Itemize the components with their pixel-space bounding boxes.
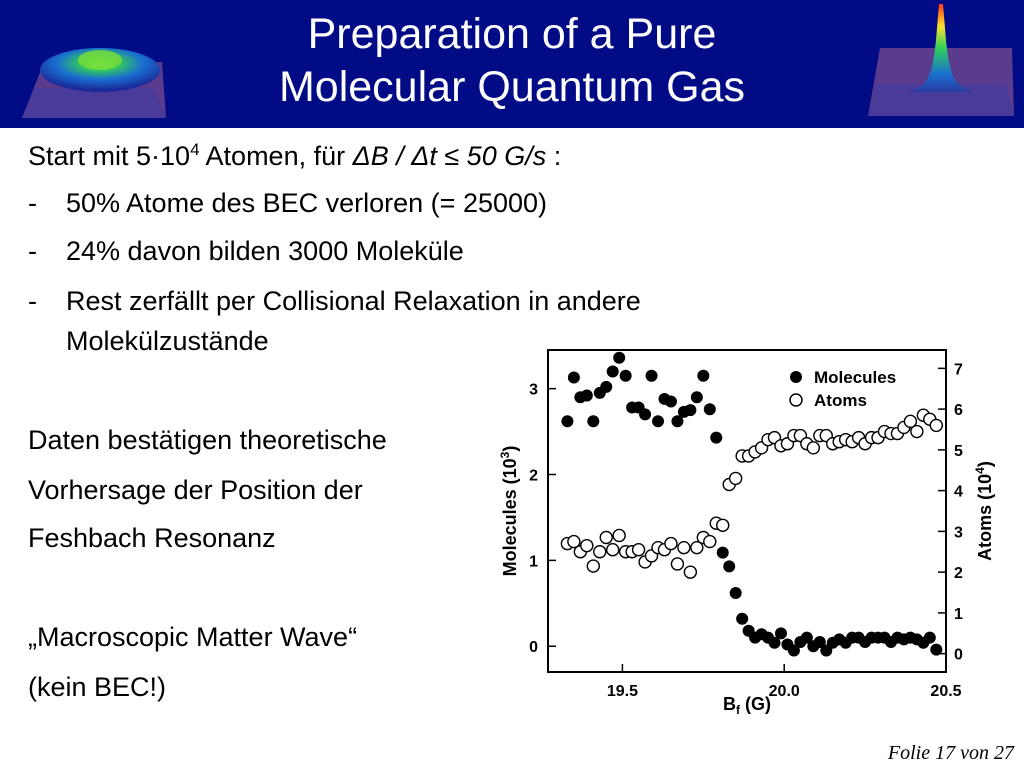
molecules-point — [716, 546, 729, 559]
molecules-point — [567, 371, 580, 384]
y-right-tick-label: 5 — [954, 443, 963, 460]
molecules-point — [800, 631, 813, 644]
y-left-tick-label: 2 — [529, 468, 538, 485]
molecules-point — [613, 351, 626, 364]
chart-legend: Molecules Atoms — [789, 368, 896, 410]
molecules-point — [736, 612, 749, 625]
y-right-tick-label: 4 — [954, 484, 963, 501]
bullet-text: 24% davon bilden 3000 Moleküle — [66, 236, 464, 266]
molecules-point — [774, 627, 787, 640]
atom-cloud-thumbnail — [22, 48, 166, 118]
quote-line: (kein BEC!) — [28, 672, 167, 702]
intro-middle: Atomen, für — [199, 141, 353, 171]
molecules-point — [813, 635, 826, 648]
atoms-point — [716, 518, 730, 532]
paragraph-line: Vorhersage der Position der — [28, 475, 363, 505]
molecules-point — [671, 415, 684, 428]
molecules-point — [639, 408, 652, 421]
atoms-point — [606, 543, 620, 557]
molecules-point — [930, 643, 943, 656]
bullet-marker: - — [28, 236, 37, 266]
atoms-point — [910, 424, 924, 439]
bullet-text: Rest zerfällt per Collisional Relaxation… — [66, 286, 641, 316]
intro-suffix: : — [546, 141, 562, 171]
y-right-tick-label: 6 — [954, 402, 963, 419]
molecules-atoms-chart: 19.5 20.0 20.5 0 1 2 3 0 1 2 3 4 5 6 7 Molecules Atoms… — [498, 349, 995, 717]
y-left-tick-label: 0 — [529, 639, 538, 656]
atoms-point — [806, 441, 821, 455]
quote-line: „Macroscopic Matter Wave“ — [28, 622, 358, 652]
y-right-tick-label: 3 — [954, 524, 963, 541]
atoms-point — [903, 414, 918, 429]
bullet-text-continued: Molekülzustände — [66, 326, 269, 356]
atoms-point — [683, 565, 698, 579]
atoms-point — [690, 540, 704, 555]
molecules-point — [587, 415, 600, 428]
intro-line: Start mit 5·104 Atomen, für ΔB / Δt ≤ 50… — [28, 140, 561, 172]
x-tick-label: 19.5 — [607, 683, 638, 700]
title-banner: Preparation of a Pure Molecular Quantum … — [0, 0, 1024, 128]
bullet-text: 50% Atome des BEC verloren (= 25000) — [66, 188, 548, 218]
legend-atoms-label: Atoms — [814, 391, 867, 410]
atoms-point — [929, 418, 943, 433]
bullet-marker: - — [28, 286, 37, 316]
paragraph-line: Feshbach Resonanz — [28, 523, 276, 553]
left-axis-label: Molecules (103) — [498, 446, 520, 577]
atoms-point — [599, 530, 613, 545]
atoms-point — [631, 543, 646, 557]
y-right-tick-label: 0 — [954, 647, 963, 664]
slide-title: Preparation of a Pure Molecular Quantum … — [0, 8, 1024, 114]
title-line-2: Molecular Quantum Gas — [278, 63, 746, 111]
paragraph-line: Daten bestätigen theoretische — [28, 425, 387, 455]
atoms-point — [728, 471, 743, 486]
molecules-point — [645, 369, 658, 382]
atoms-point — [567, 534, 581, 549]
molecules-point — [606, 365, 619, 378]
molecules-point — [923, 631, 936, 644]
molecules-point — [600, 380, 613, 393]
molecules-point — [787, 644, 800, 657]
molecules-point — [723, 560, 736, 573]
atoms-point — [586, 559, 601, 573]
intro-prefix: Start mit 5·10 — [28, 141, 191, 171]
atoms-point — [593, 545, 607, 559]
molecules-point — [580, 389, 593, 402]
molecules-point — [710, 431, 723, 444]
molecules-point — [703, 403, 716, 416]
chart-frame — [547, 349, 947, 673]
y-left-tick-label: 3 — [529, 382, 538, 399]
slide-number: Folie 17 von 27 — [887, 742, 1014, 764]
x-tick-label: 20.5 — [930, 683, 961, 700]
y-right-tick-label: 2 — [954, 565, 963, 582]
molecule-cloud-thumbnail — [868, 4, 1014, 116]
y-right-tick-label: 1 — [954, 606, 963, 623]
intro-exponent: 4 — [190, 140, 200, 159]
intro-formula: ΔB / Δt ≤ 50 G/s — [352, 141, 547, 171]
x-axis-label: Bf (G) — [723, 694, 771, 717]
y-right-tick-label: 7 — [954, 361, 963, 378]
atoms-point — [612, 528, 626, 543]
x-tick-label: 20.0 — [769, 683, 800, 700]
molecules-point — [684, 404, 697, 417]
title-line-1: Preparation of a Pure — [307, 10, 717, 58]
right-axis-label: Atoms (104) — [973, 461, 995, 561]
molecules-point — [690, 391, 703, 404]
molecules-point — [664, 395, 677, 408]
atoms-point — [670, 557, 685, 571]
atoms-point — [677, 540, 691, 555]
legend-molecules-label: Molecules — [814, 368, 896, 387]
molecules-point — [729, 587, 742, 600]
molecules-point — [561, 415, 574, 428]
atoms-point — [703, 534, 717, 549]
legend-atoms-marker — [789, 393, 803, 407]
molecules-point — [619, 369, 632, 382]
bullet-marker: - — [28, 188, 37, 218]
y-left-tick-label: 1 — [529, 553, 538, 570]
molecules-point — [652, 415, 665, 428]
molecules-point — [697, 369, 710, 382]
legend-molecules-marker — [790, 371, 802, 383]
atoms-point — [580, 538, 594, 553]
molecules-point — [768, 636, 781, 649]
atoms-point — [664, 536, 678, 551]
